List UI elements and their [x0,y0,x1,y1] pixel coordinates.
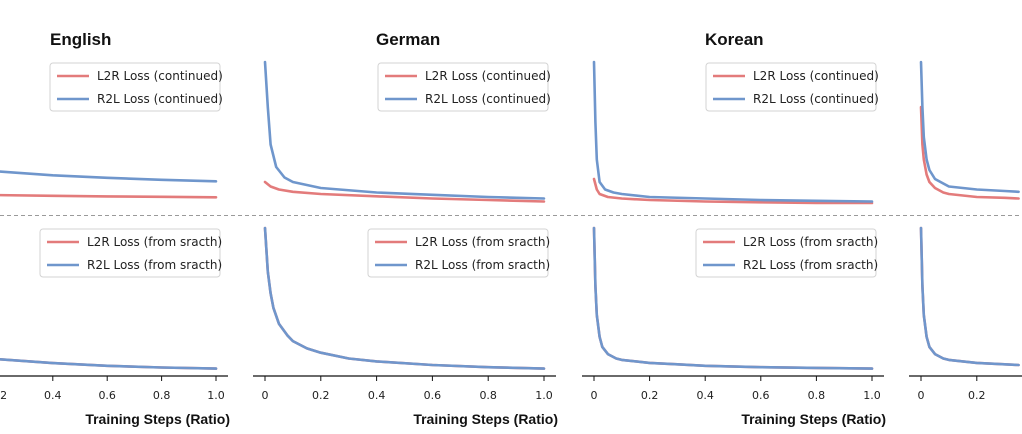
x-tick-label: 1.0 [535,389,553,402]
x-tick-label: 0.2 [0,389,7,402]
x-tick-label: 0.6 [98,389,116,402]
series-line-r2l [592,60,874,203]
x-tick-label: 0.4 [44,389,62,402]
series-line-l2r [592,177,874,205]
series-line-l2r [919,105,1020,200]
x-tick-label: 0 [918,389,925,402]
legend-label: R2L Loss (continued) [753,92,879,106]
legend-box [705,62,877,112]
legend: L2R Loss (from sracth) R2L Loss (from sra… [367,228,550,278]
x-tick-label: 0.8 [479,389,497,402]
panel-3: 0 0.2 0.4 0.6 0.8 1.0 Training Steps (Ratio) L2… [253,226,558,427]
x-tick-label: 0.6 [424,389,442,402]
legend-label: L2R Loss (from sracth) [415,235,550,249]
legend-label: R2L Loss (from sracth) [743,258,878,272]
series-line-r2l [0,358,218,370]
series-line-r2l [0,170,218,183]
legend-box [39,228,221,278]
panel-7: 0 0.2 [909,226,1022,402]
legend-label: R2L Loss (continued) [425,92,551,106]
x-tick-label: 1.0 [207,389,225,402]
panel-1: 0.2 0.4 0.6 0.8 1.0 Training Steps (Ratio) L2R… [0,228,230,427]
series-line-r2l [919,226,1020,367]
panel-title: German [376,30,440,49]
legend: L2R Loss (continued) R2L Loss (continued) [377,62,551,112]
panel-title: English [50,30,111,49]
x-tick-label: 0.2 [968,389,986,402]
x-tick-label: 0.8 [153,389,171,402]
series-line-l2r [0,193,218,199]
x-tick-label: 0.2 [312,389,330,402]
x-tick-label: 0.2 [641,389,659,402]
legend-box [49,62,221,112]
legend: L2R Loss (continued) R2L Loss (continued) [49,62,223,112]
x-tick-label: 0 [591,389,598,402]
x-axis-label: Training Steps (Ratio) [741,411,886,427]
legend: L2R Loss (from sracth) R2L Loss (from sra… [695,228,878,278]
legend-label: R2L Loss (from sracth) [415,258,550,272]
legend-label: R2L Loss (from sracth) [87,258,222,272]
x-tick-label: 0.4 [696,389,714,402]
legend-label: L2R Loss (continued) [753,69,879,83]
series-line-r2l [263,226,546,370]
series-line-r2l [919,60,1020,194]
x-tick-label: 1.0 [863,389,881,402]
x-tick-label: 0.6 [752,389,770,402]
x-axis-label: Training Steps (Ratio) [85,411,230,427]
legend-label: L2R Loss (continued) [97,69,223,83]
legend-label: L2R Loss (from sracth) [87,235,222,249]
legend: L2R Loss (from sracth) R2L Loss (from sra… [39,228,222,278]
panel-6 [919,60,1020,200]
legend-box [367,228,549,278]
series-line-l2r [263,180,546,203]
panels-layer: English L2R Loss (continued) R2L Loss (con… [0,30,1022,427]
legend: L2R Loss (continued) R2L Loss (continued) [705,62,879,112]
x-axis-label: Training Steps (Ratio) [413,411,558,427]
panel-2: German L2R Loss (continued) R2L Loss (cont… [263,30,551,203]
x-tick-label: 0.8 [808,389,826,402]
legend-label: R2L Loss (continued) [97,92,223,106]
legend-label: L2R Loss (continued) [425,69,551,83]
legend-box [377,62,549,112]
x-tick-label: 0.4 [368,389,386,402]
series-line-l2r [919,226,1020,367]
panel-4: Korean L2R Loss (continued) R2L Loss (cont… [592,30,879,205]
legend-box [695,228,877,278]
panel-5: 0 0.2 0.4 0.6 0.8 1.0 Training Steps (Ratio) L2… [582,226,886,427]
series-line-r2l [263,60,546,200]
series-line-r2l [592,226,874,370]
legend-label: L2R Loss (from sracth) [743,235,878,249]
x-tick-label: 0 [262,389,269,402]
panel-title: Korean [705,30,764,49]
panel-0: English L2R Loss (continued) R2L Loss (con… [0,30,223,199]
